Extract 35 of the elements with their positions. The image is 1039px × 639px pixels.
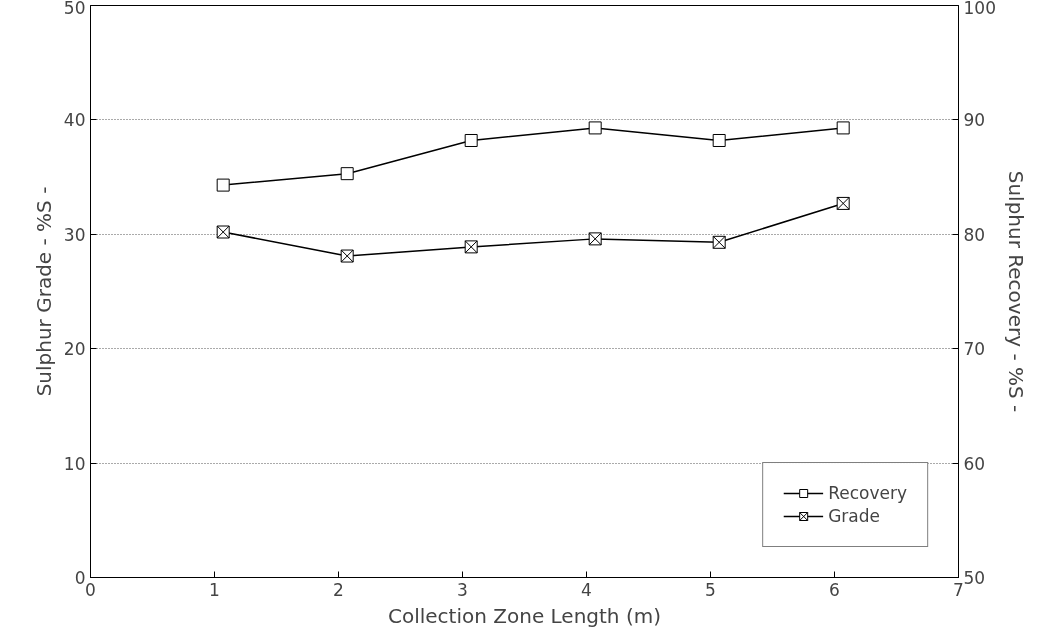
point (464, 133, 478, 147)
x-tick-label: 3 (457, 579, 468, 600)
x-tick-label: 6 (829, 579, 840, 600)
y2-tick-label: 100 (963, 0, 996, 18)
point (712, 133, 726, 147)
point (712, 235, 726, 249)
point (464, 240, 478, 254)
y2-tick-label: 90 (963, 110, 986, 131)
x-axis-title: Collection Zone Length (m) (388, 603, 662, 628)
y2-axis-title: Sulphur Recovery - %S - (1003, 170, 1028, 413)
y-tick-label: 50 (63, 0, 86, 18)
point (588, 121, 602, 135)
x-tick-label: 4 (581, 579, 592, 600)
legend-label: Recovery (828, 483, 907, 503)
point (836, 121, 850, 135)
y2-tick-label: 80 (963, 224, 986, 245)
point (216, 178, 230, 192)
point (216, 225, 230, 239)
x-tick-label: 2 (333, 579, 344, 600)
point (340, 167, 354, 181)
y2-tick-label: 50 (963, 568, 986, 588)
y2-tick-label: 60 (963, 453, 986, 474)
legend-label: Grade (828, 506, 881, 526)
x-tick-label: 1 (209, 579, 220, 600)
x-tick-label: 7 (953, 579, 964, 600)
point (588, 232, 602, 246)
x-tick-label: 5 (705, 579, 716, 600)
y-axis-title: Sulphur Grade - %S - (31, 186, 56, 397)
y-tick-label: 30 (63, 224, 86, 245)
y-tick-label: 10 (63, 453, 86, 474)
point (836, 196, 850, 210)
point (340, 249, 354, 263)
y2-tick-label: 70 (963, 339, 986, 360)
y-tick-label: 20 (63, 339, 86, 360)
y-tick-label: 40 (63, 110, 86, 131)
